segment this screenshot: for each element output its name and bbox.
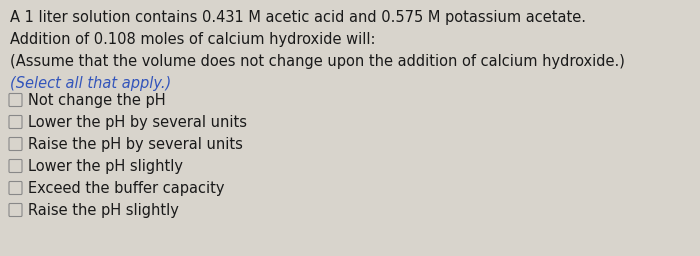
FancyBboxPatch shape <box>9 93 22 106</box>
Text: Addition of 0.108 moles of calcium hydroxide will:: Addition of 0.108 moles of calcium hydro… <box>10 32 375 47</box>
Text: Raise the pH by several units: Raise the pH by several units <box>28 136 243 152</box>
Text: Not change the pH: Not change the pH <box>28 92 166 108</box>
FancyBboxPatch shape <box>9 204 22 217</box>
Text: (Assume that the volume does not change upon the addition of calcium hydroxide.): (Assume that the volume does not change … <box>10 54 625 69</box>
FancyBboxPatch shape <box>9 115 22 129</box>
Text: (Select all that apply.): (Select all that apply.) <box>10 76 172 91</box>
FancyBboxPatch shape <box>9 182 22 195</box>
Text: Exceed the buffer capacity: Exceed the buffer capacity <box>28 180 225 196</box>
Text: Lower the pH by several units: Lower the pH by several units <box>28 114 247 130</box>
Text: Raise the pH slightly: Raise the pH slightly <box>28 202 179 218</box>
Text: A 1 liter solution contains 0.431 M acetic acid and 0.575 M potassium acetate.: A 1 liter solution contains 0.431 M acet… <box>10 10 586 25</box>
FancyBboxPatch shape <box>9 159 22 173</box>
Text: Lower the pH slightly: Lower the pH slightly <box>28 158 183 174</box>
FancyBboxPatch shape <box>9 137 22 151</box>
